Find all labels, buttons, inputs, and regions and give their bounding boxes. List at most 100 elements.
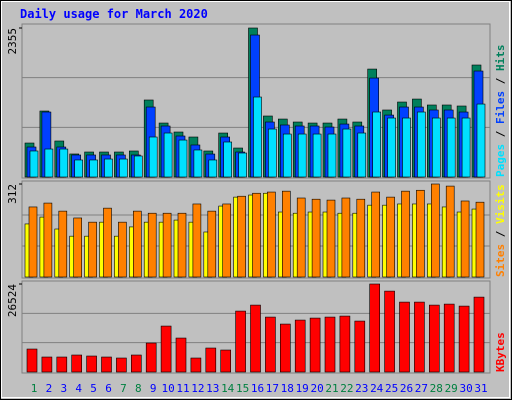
bar [341, 197, 351, 278]
bar [297, 133, 307, 178]
bar [29, 150, 39, 178]
bar [237, 195, 246, 278]
bar [175, 337, 187, 373]
x-tick-label: 24 [370, 382, 384, 395]
x-tick-label: 2 [46, 382, 53, 395]
bar [461, 117, 471, 178]
bar [59, 148, 69, 178]
legend-separator: / [494, 224, 507, 244]
bar [357, 132, 367, 178]
bar [192, 203, 202, 278]
x-tick-label: 26 [400, 382, 413, 395]
legend-entry: Files [494, 91, 507, 124]
bar [402, 117, 411, 178]
bar [74, 159, 83, 178]
bar [445, 185, 455, 278]
bar [56, 356, 68, 373]
bar [296, 197, 306, 278]
x-tick-label: 27 [415, 382, 428, 395]
x-tick-label: 9 [150, 382, 157, 395]
bar [73, 217, 82, 278]
y-tick-label: 312 [6, 184, 19, 204]
bar [147, 212, 157, 278]
bar [131, 354, 142, 373]
x-tick-label: 15 [236, 382, 249, 395]
bar [116, 357, 127, 373]
bar [327, 133, 337, 178]
chart-title: Daily usage for March 2020 [20, 7, 208, 21]
x-tick-label: 17 [266, 382, 279, 395]
x-tick-label: 8 [135, 382, 142, 395]
bar [119, 158, 128, 178]
bar [238, 152, 247, 178]
bar [253, 96, 262, 178]
bar [428, 304, 440, 373]
bar [43, 202, 53, 278]
bar [342, 128, 352, 178]
bar [309, 317, 321, 373]
bar [26, 348, 38, 373]
bar [103, 207, 112, 278]
bar [193, 149, 203, 178]
bar [235, 310, 246, 373]
x-tick-label: 6 [105, 382, 112, 395]
bar [384, 290, 395, 373]
bar [101, 356, 112, 373]
bar [178, 139, 188, 178]
x-tick-label: 11 [176, 382, 189, 395]
x-tick-label: 21 [325, 382, 338, 395]
x-tick-label: 14 [221, 382, 235, 395]
bar [326, 199, 336, 278]
bar [160, 325, 172, 373]
bar [356, 198, 366, 278]
bar [268, 128, 277, 178]
x-tick-label: 5 [90, 382, 97, 395]
bar [163, 132, 173, 178]
x-tick-label: 25 [385, 382, 398, 395]
bar [443, 303, 455, 373]
x-tick-label: 10 [161, 382, 174, 395]
bar [279, 323, 291, 373]
bar [401, 190, 410, 278]
bar [265, 316, 276, 373]
bar [339, 315, 351, 373]
bar [282, 133, 292, 178]
bar [372, 111, 382, 178]
bar [414, 301, 425, 373]
bar [473, 296, 485, 373]
legend: KBytes [494, 332, 507, 372]
legend-entry: Hits [494, 45, 507, 72]
x-tick-label: 12 [191, 382, 204, 395]
bar [207, 210, 217, 278]
bar [223, 141, 232, 178]
bar [145, 342, 157, 373]
x-tick-label: 22 [340, 382, 353, 395]
x-tick-label: 23 [355, 382, 368, 395]
x-tick-label: 1 [31, 382, 38, 395]
bar [458, 305, 470, 373]
bar [417, 111, 426, 178]
bar [476, 103, 486, 178]
bar [148, 136, 158, 178]
bar [386, 196, 395, 278]
bar [190, 357, 202, 373]
bar [252, 192, 261, 278]
bar [220, 349, 231, 373]
bar [387, 117, 396, 178]
bar [41, 356, 53, 373]
bar [104, 158, 113, 178]
x-tick-label: 30 [459, 382, 472, 395]
bar [28, 206, 38, 278]
bar [162, 212, 172, 278]
x-tick-label: 13 [206, 382, 219, 395]
bar [86, 355, 97, 373]
x-tick-label: 4 [75, 382, 82, 395]
legend-entry: KBytes [494, 332, 507, 372]
x-tick-label: 31 [474, 382, 487, 395]
bar [133, 210, 142, 278]
x-tick-label: 29 [445, 382, 458, 395]
legend: Sites / Visits [494, 184, 507, 277]
y-tick-label: 2355 [6, 28, 19, 55]
bar [371, 191, 381, 278]
